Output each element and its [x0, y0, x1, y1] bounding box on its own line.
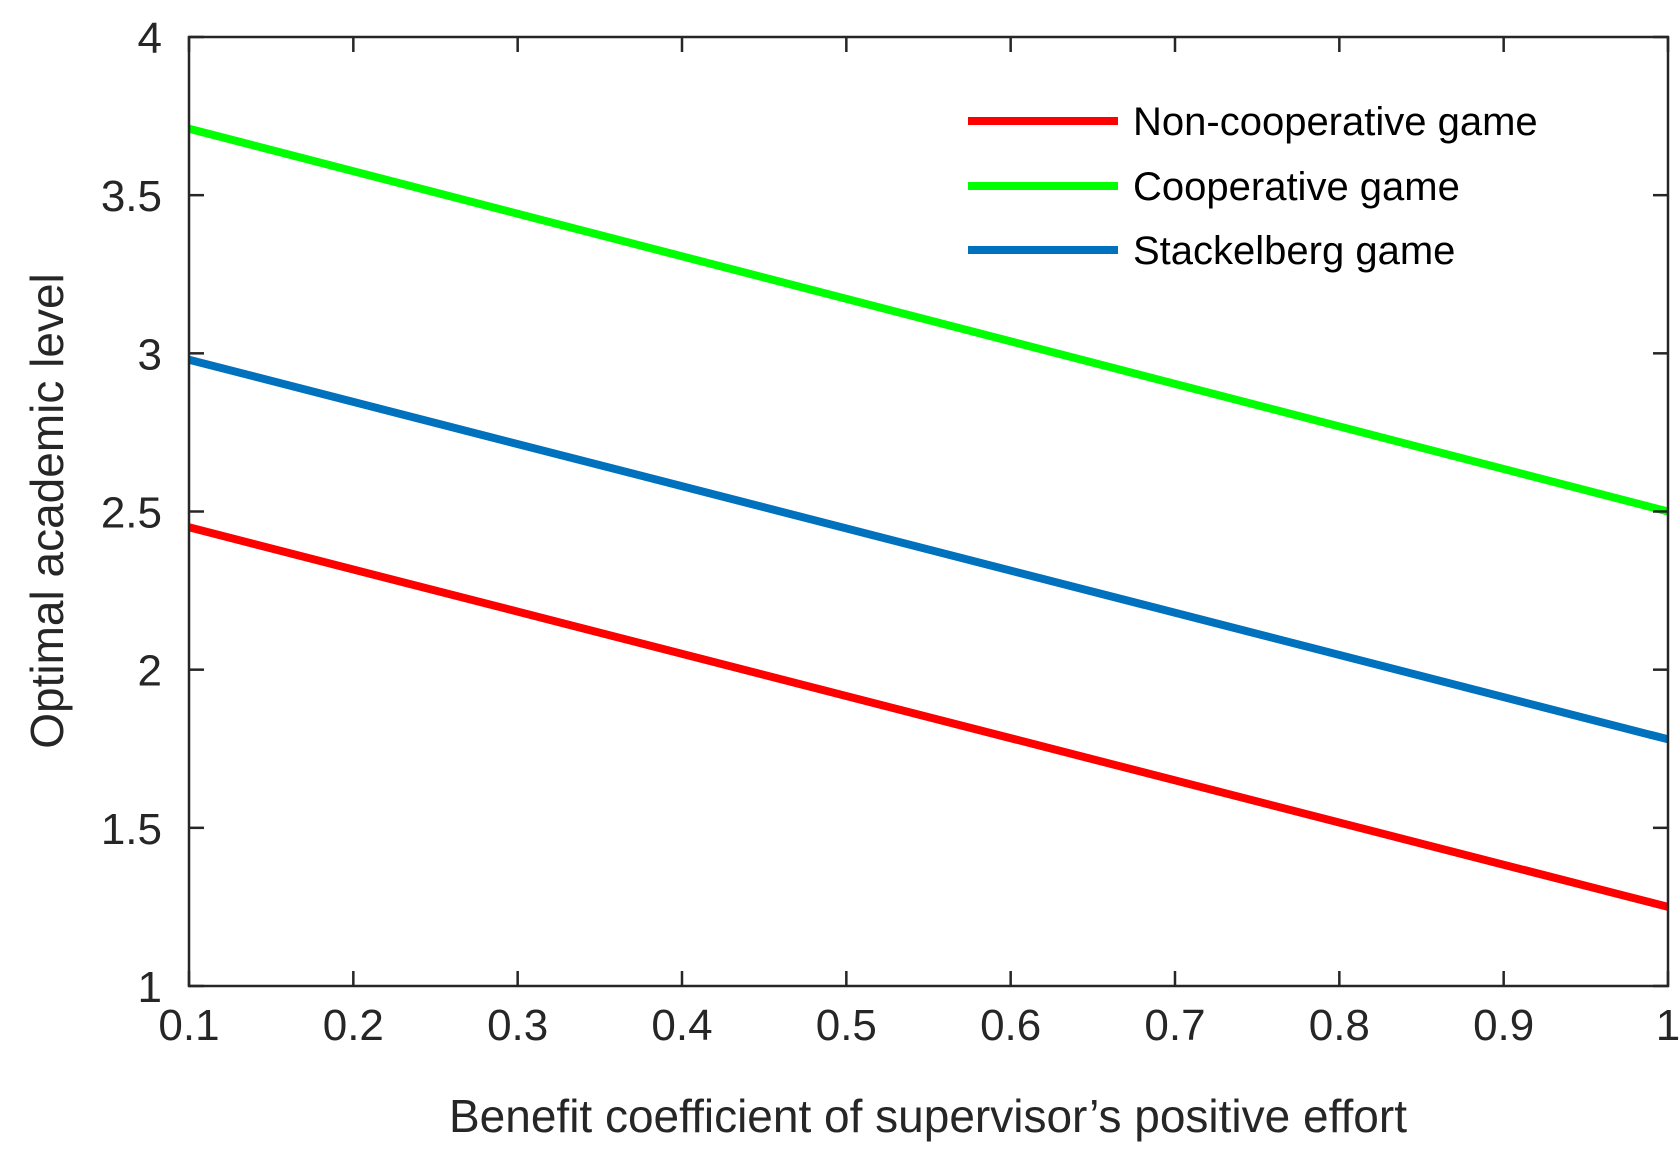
- y-tick-labels: 1 1.5 2 2.5 3 3.5 4: [101, 14, 162, 1012]
- y-tick-label: 4: [138, 14, 162, 63]
- x-tick-label: 0.4: [651, 1001, 712, 1050]
- x-tick-label: 0.1: [158, 1001, 219, 1050]
- y-tick-label: 1: [138, 963, 162, 1012]
- plot-lines: [187, 124, 1670, 911]
- x-tick-label: 0.8: [1309, 1001, 1370, 1050]
- x-tick-labels: 0.1 0.2 0.3 0.4 0.5 0.6 0.7 0.8 0.9 1: [158, 1001, 1680, 1050]
- legend-label: Non-cooperative game: [1133, 100, 1538, 144]
- x-tick-label: 0.9: [1473, 1001, 1534, 1050]
- x-axis-label: Benefit coefficient of supervisor’s posi…: [449, 1090, 1407, 1142]
- series-line-1: [188, 523, 1669, 911]
- x-tick-label: 0.6: [980, 1001, 1041, 1050]
- x-tick-label: 0.5: [816, 1001, 877, 1050]
- y-axis-label: Optimal academic level: [21, 273, 73, 749]
- series-line-3: [188, 355, 1669, 744]
- series-line-2: [187, 124, 1670, 516]
- y-tick-label: 2: [138, 647, 162, 696]
- legend: Non-cooperative game Cooperative game Stac…: [968, 100, 1538, 273]
- x-tick-label: 0.7: [1144, 1001, 1205, 1050]
- y-tick-label: 1.5: [101, 805, 162, 854]
- plot-area-frame: [187, 35, 1670, 988]
- legend-label: Cooperative game: [1133, 165, 1460, 209]
- y-tick-label: 2.5: [101, 489, 162, 538]
- y-tick-label: 3.5: [101, 172, 162, 221]
- legend-label: Stackelberg game: [1133, 229, 1455, 273]
- x-tick-label: 0.3: [487, 1001, 548, 1050]
- x-tick-label: 1: [1656, 1001, 1680, 1050]
- y-tick-label: 3: [138, 330, 162, 379]
- x-tick-label: 0.2: [323, 1001, 384, 1050]
